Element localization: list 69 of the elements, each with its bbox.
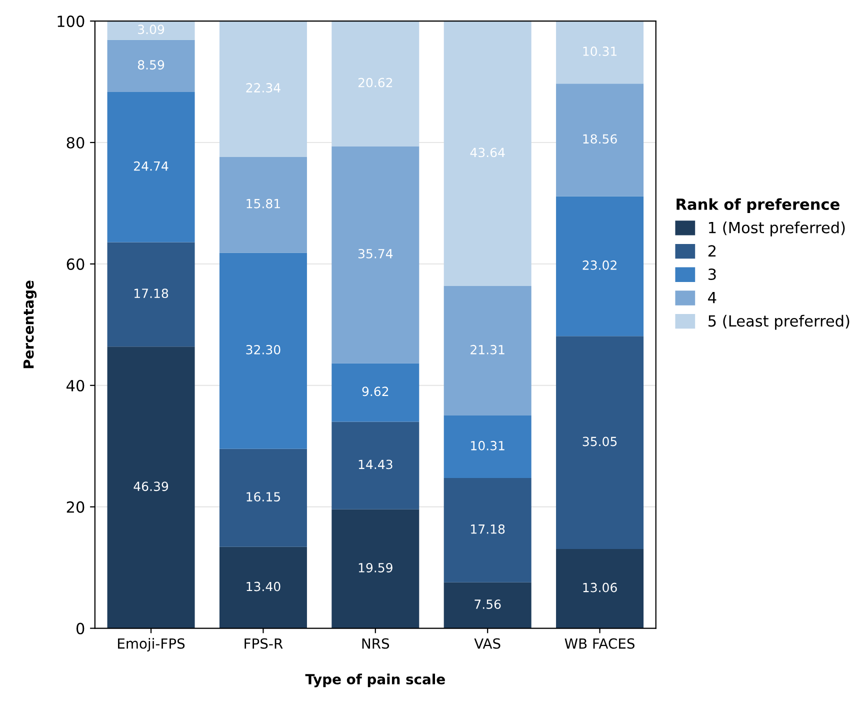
- data-label: 16.15: [246, 492, 280, 502]
- y-tick-label: 60: [66, 258, 84, 270]
- data-label: 35.05: [582, 436, 617, 446]
- data-label: 35.74: [358, 248, 393, 258]
- x-tick-label: NRS: [362, 638, 390, 649]
- y-tick-label: 100: [58, 16, 84, 28]
- bar: [219, 156, 307, 253]
- legend-label: 5 (Least preferred): [708, 314, 850, 330]
- data-label: 20.62: [358, 78, 392, 88]
- bar: [219, 252, 307, 449]
- bar: [332, 422, 420, 510]
- data-label: 7.56: [474, 600, 501, 609]
- data-label: 14.43: [358, 460, 392, 470]
- bar: [219, 546, 307, 628]
- bar: [556, 196, 644, 336]
- x-axis-title: Type of pain scale: [305, 674, 445, 688]
- x-tick-label: WB FACES: [564, 638, 634, 649]
- legend-label: 1 (Most preferred): [709, 222, 845, 236]
- data-label: 23.02: [582, 260, 616, 270]
- y-tick-label: 80: [66, 136, 84, 149]
- data-label: 10.31: [471, 440, 504, 450]
- data-label: 13.40: [246, 582, 280, 592]
- x-tick-label: VAS: [474, 638, 500, 649]
- legend-label: 2: [708, 245, 716, 256]
- bar: [107, 40, 195, 92]
- data-label: 17.18: [134, 288, 168, 298]
- bar: [332, 363, 420, 422]
- bar: [107, 346, 195, 628]
- data-label: 3.09: [138, 24, 164, 34]
- bar: [444, 286, 532, 416]
- bar: [444, 478, 532, 582]
- data-label: 15.81: [246, 198, 280, 208]
- bar: [444, 582, 532, 628]
- y-axis-title: Percentage: [23, 280, 37, 368]
- y-tick-label: 40: [66, 380, 84, 392]
- bar: [332, 509, 420, 628]
- bar: [219, 21, 307, 157]
- data-label: 9.62: [362, 386, 388, 396]
- data-label: 32.30: [246, 344, 280, 354]
- data-label: 10.31: [583, 46, 617, 56]
- bar: [107, 242, 195, 347]
- y-tick-label: 0: [76, 622, 84, 634]
- bar: [219, 448, 307, 547]
- data-label: 19.59: [358, 562, 392, 572]
- data-label: 21.31: [470, 344, 504, 354]
- bar: [107, 92, 195, 242]
- bar: [444, 415, 532, 478]
- legend-title: Rank of preference: [676, 198, 840, 213]
- data-label: 43.64: [470, 148, 505, 158]
- bar: [556, 548, 644, 628]
- data-label: 18.56: [583, 134, 617, 144]
- data-label: 24.74: [134, 161, 168, 171]
- legend-label: 4: [708, 292, 716, 304]
- data-label: 8.59: [138, 60, 164, 70]
- x-tick-label: Emoji-FPS: [118, 638, 185, 652]
- bar: [107, 21, 195, 40]
- data-label: 22.34: [246, 83, 280, 93]
- x-tick-label: FPS-R: [244, 638, 283, 649]
- data-label: 17.18: [471, 524, 505, 534]
- bar: [556, 21, 644, 84]
- y-tick-label: 20: [66, 501, 84, 513]
- bar: [556, 336, 644, 549]
- data-label: 46.39: [134, 482, 168, 492]
- bar: [556, 84, 644, 196]
- bar: [332, 21, 420, 146]
- data-label: 13.06: [583, 582, 617, 592]
- bar: [444, 21, 532, 286]
- bar: [332, 146, 420, 364]
- legend-label: 3: [708, 268, 716, 280]
